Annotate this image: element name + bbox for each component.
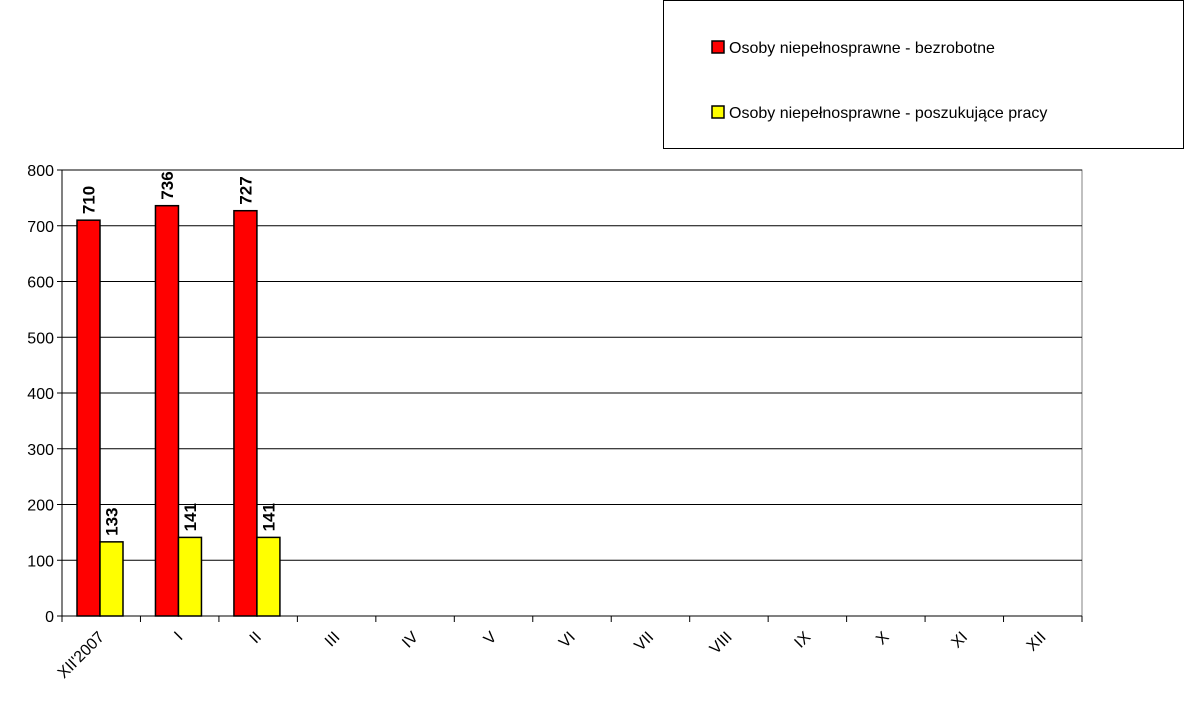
x-tick-label: I — [171, 629, 186, 644]
y-tick-label: 800 — [27, 163, 54, 180]
legend-box — [663, 0, 1184, 149]
legend-label: Osoby niepełnosprawne - bezrobotne — [729, 40, 995, 57]
data-label: 727 — [236, 176, 255, 204]
x-tick-label: XII — [1024, 629, 1050, 655]
data-label: 141 — [259, 503, 278, 531]
legend-swatch — [711, 105, 725, 119]
y-tick-label: 400 — [27, 386, 54, 403]
bar — [177, 536, 203, 617]
bar — [233, 209, 258, 617]
x-tick-label: IV — [399, 629, 422, 652]
x-tick-label: IX — [791, 629, 814, 652]
data-label: 710 — [80, 186, 99, 214]
x-tick-label: III — [322, 629, 343, 650]
data-label: 736 — [158, 171, 177, 199]
x-tick-label: XI — [948, 629, 971, 652]
x-tick-label: X — [873, 629, 893, 649]
bar — [256, 536, 281, 617]
legend-label: Osoby niepełnosprawne - poszukujące prac… — [729, 105, 1047, 122]
bar — [76, 219, 101, 617]
x-tick-label: V — [481, 629, 501, 649]
x-tick-label: II — [247, 629, 265, 647]
bar — [99, 541, 124, 617]
y-tick-label: 600 — [27, 275, 54, 292]
x-tick-label: VII — [631, 629, 657, 655]
y-tick-label: 500 — [27, 330, 54, 347]
legend-swatch — [711, 40, 725, 54]
bar — [154, 204, 180, 617]
x-tick-label: VI — [556, 629, 579, 652]
x-tick-label: VIII — [707, 629, 736, 658]
y-tick-label: 300 — [27, 442, 54, 459]
data-label: 133 — [103, 507, 122, 535]
y-tick-label: 100 — [27, 553, 54, 570]
y-tick-label: 0 — [45, 609, 54, 626]
data-label: 141 — [181, 503, 200, 531]
y-tick-label: 700 — [27, 219, 54, 236]
y-tick-label: 200 — [27, 498, 54, 515]
x-tick-label: XII'2007 — [55, 629, 108, 682]
